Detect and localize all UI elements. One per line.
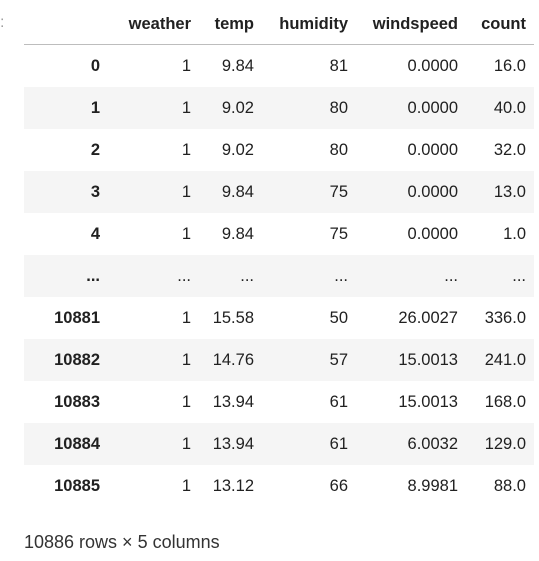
row-index: ... (86, 266, 100, 285)
cell-weather: 1 (181, 392, 191, 411)
cell-count: 40.0 (493, 98, 526, 117)
cell-weather: 1 (181, 56, 191, 75)
table-row: 4 1 9.84 75 0.0000 1.0 (24, 213, 534, 255)
cell-windspeed: 0.0000 (407, 98, 458, 117)
cell-temp: 13.94 (212, 392, 254, 411)
table-row: 10884 1 13.94 61 6.0032 129.0 (24, 423, 534, 465)
cell-prompt-marker: : (0, 14, 5, 31)
cell-windspeed: 6.0032 (407, 434, 458, 453)
dataframe-shape-summary: 10886 rows × 5 columns (24, 532, 220, 552)
cell-temp: ... (240, 266, 254, 285)
cell-humidity: 61 (329, 434, 348, 453)
row-index: 10881 (54, 308, 100, 327)
cell-humidity: 80 (329, 140, 348, 159)
column-header-weather: weather (108, 4, 199, 45)
row-index: 2 (90, 140, 100, 159)
cell-count: 168.0 (484, 392, 526, 411)
cell-windspeed: 0.0000 (407, 140, 458, 159)
cell-humidity: 81 (329, 56, 348, 75)
row-index: 10884 (54, 434, 100, 453)
cell-count: 88.0 (493, 476, 526, 495)
table-row: 10883 1 13.94 61 15.0013 168.0 (24, 381, 534, 423)
cell-windspeed: 0.0000 (407, 182, 458, 201)
cell-temp: 9.84 (221, 182, 254, 201)
cell-windspeed: 26.0027 (398, 308, 458, 327)
column-header-count: count (466, 4, 534, 45)
dataframe-table: weather temp humidity windspeed count 0 … (24, 4, 534, 507)
table-row: 3 1 9.84 75 0.0000 13.0 (24, 171, 534, 213)
cell-count: 241.0 (484, 350, 526, 369)
table-row: 10881 1 15.58 50 26.0027 336.0 (24, 297, 534, 339)
row-index: 10883 (54, 392, 100, 411)
cell-count: 13.0 (493, 182, 526, 201)
cell-temp: 9.84 (221, 56, 254, 75)
cell-count: 1.0 (503, 224, 526, 243)
cell-humidity: ... (334, 266, 348, 285)
table-row: 2 1 9.02 80 0.0000 32.0 (24, 129, 534, 171)
cell-humidity: 57 (329, 350, 348, 369)
cell-temp: 13.12 (212, 476, 254, 495)
table-row: 0 1 9.84 81 0.0000 16.0 (24, 45, 534, 88)
table-row: 10885 1 13.12 66 8.9981 88.0 (24, 465, 534, 507)
cell-count: 336.0 (484, 308, 526, 327)
cell-weather: 1 (181, 140, 191, 159)
cell-humidity: 66 (329, 476, 348, 495)
cell-windspeed: 15.0013 (398, 392, 458, 411)
table-row: 10882 1 14.76 57 15.0013 241.0 (24, 339, 534, 381)
table-row-ellipsis: ... ... ... ... ... ... (24, 255, 534, 297)
cell-weather: 1 (181, 308, 191, 327)
cell-humidity: 75 (329, 224, 348, 243)
row-index: 1 (90, 98, 100, 117)
cell-humidity: 80 (329, 98, 348, 117)
cell-weather: 1 (181, 350, 191, 369)
cell-windspeed: 8.9981 (407, 476, 458, 495)
cell-count: ... (512, 266, 526, 285)
table-body: 0 1 9.84 81 0.0000 16.0 1 1 9.02 80 0.00… (24, 45, 534, 508)
cell-humidity: 75 (329, 182, 348, 201)
header-row: weather temp humidity windspeed count (24, 4, 534, 45)
row-index: 3 (90, 182, 100, 201)
cell-temp: 13.94 (212, 434, 254, 453)
cell-windspeed: 0.0000 (407, 224, 458, 243)
row-index: 10882 (54, 350, 100, 369)
cell-count: 16.0 (493, 56, 526, 75)
cell-weather: 1 (181, 224, 191, 243)
cell-weather: 1 (181, 434, 191, 453)
cell-weather: 1 (181, 98, 191, 117)
row-index: 10885 (54, 476, 100, 495)
cell-humidity: 61 (329, 392, 348, 411)
dataframe-output: weather temp humidity windspeed count 0 … (24, 4, 534, 507)
table-row: 1 1 9.02 80 0.0000 40.0 (24, 87, 534, 129)
row-index: 0 (90, 56, 100, 75)
cell-windspeed: 0.0000 (407, 56, 458, 75)
cell-weather: 1 (181, 476, 191, 495)
cell-temp: 14.76 (212, 350, 254, 369)
cell-windspeed: 15.0013 (398, 350, 458, 369)
cell-windspeed: ... (444, 266, 458, 285)
cell-temp: 9.84 (221, 224, 254, 243)
column-header-humidity: humidity (262, 4, 356, 45)
column-header-temp: temp (199, 4, 262, 45)
cell-temp: 9.02 (221, 98, 254, 117)
cell-weather: 1 (181, 182, 191, 201)
cell-humidity: 50 (329, 308, 348, 327)
cell-count: 129.0 (484, 434, 526, 453)
column-header-windspeed: windspeed (356, 4, 466, 45)
row-index: 4 (90, 224, 100, 243)
cell-temp: 9.02 (221, 140, 254, 159)
index-header (24, 4, 108, 45)
cell-count: 32.0 (493, 140, 526, 159)
cell-temp: 15.58 (212, 308, 254, 327)
cell-weather: ... (177, 266, 191, 285)
